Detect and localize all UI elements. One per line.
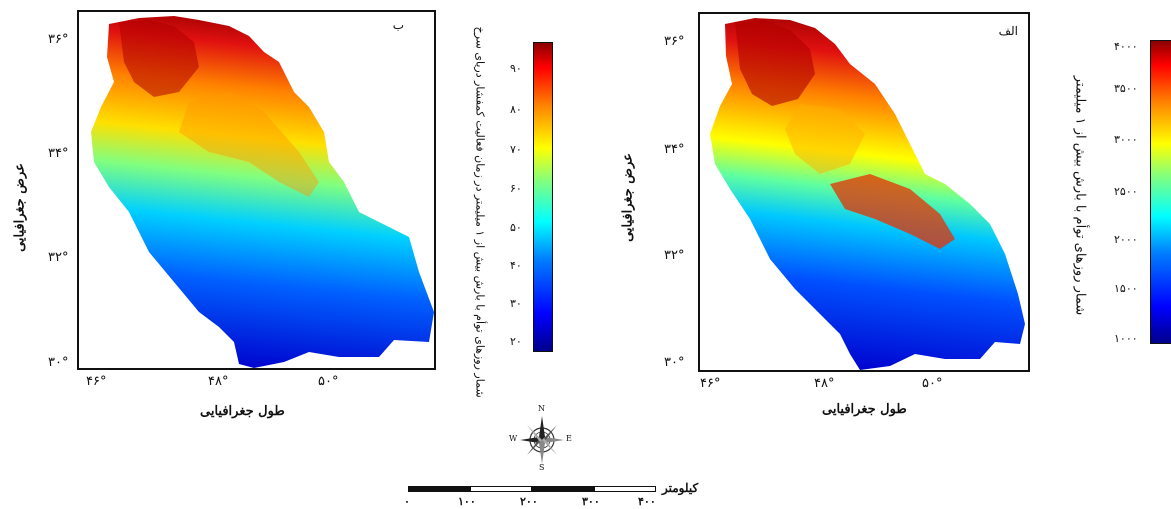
lat-tick-a-34: ۳۴° [664, 142, 685, 157]
scale-tick-100: ۱۰۰ [458, 495, 476, 508]
lat-tick-a-30: ۳۰° [664, 355, 685, 370]
colorbar-title-b: شمار روزهای توأم با بارش بیش از ۱ میلیمت… [473, 26, 487, 398]
cbar-tick-b-40: ۴۰ [510, 259, 522, 272]
compass-s: S [539, 463, 545, 472]
region-mid-a [785, 104, 865, 174]
region-fill-b [91, 16, 434, 368]
lon-tick-a-46: ۴۶° [700, 376, 721, 391]
cbar-tick-a-1500: ۱۵۰۰ [1114, 282, 1138, 295]
scale-tick-300: ۳۰۰ [582, 495, 600, 508]
north-arrow: N S E W [508, 404, 576, 472]
colorbar-b [533, 42, 553, 352]
lat-tick-a-36: ۳۶° [664, 34, 685, 49]
cbar-tick-a-1000: ۱۰۰۰ [1114, 332, 1138, 345]
cbar-tick-b-70: ۷۰ [510, 143, 522, 156]
map-panel-b: ب [77, 10, 436, 370]
scale-seg-4 [594, 486, 656, 492]
lon-tick-a-50: ۵۰° [922, 376, 943, 391]
colorbar-title-a: شمار روزهای توأم با بارش بیش از ۱ میلیمت… [1072, 75, 1088, 316]
cbar-tick-b-80: ۸۰ [510, 103, 522, 116]
scale-unit: کیلومتر [662, 481, 699, 495]
cbar-tick-b-50: ۵۰ [510, 221, 522, 234]
panel-label-a: الف [998, 24, 1018, 38]
scale-seg-2 [470, 486, 532, 492]
scale-tick-400: ۴۰۰ [638, 495, 656, 508]
cbar-tick-a-2000: ۲۰۰۰ [1114, 233, 1138, 246]
compass-n: N [538, 404, 545, 413]
region-warm-a [830, 174, 955, 249]
lon-tick-b-48: ۴۸° [208, 374, 229, 389]
cbar-tick-a-3000: ۳۰۰۰ [1114, 133, 1138, 146]
scale-bar [408, 486, 656, 492]
lat-tick-a-32: ۳۲° [664, 248, 685, 263]
region-warm-b [179, 92, 319, 197]
lat-tick-b-36: ۳۶° [48, 32, 69, 47]
colorbar-a [1150, 40, 1171, 344]
cbar-tick-b-20: ۲۰ [510, 335, 522, 348]
scale-tick-200: ۲۰۰ [520, 495, 538, 508]
cbar-tick-b-60: ۶۰ [510, 182, 522, 195]
region-hotspot-b [119, 20, 199, 97]
scale-seg-1 [408, 486, 470, 492]
cbar-tick-a-4000: ۴۰۰۰ [1114, 40, 1138, 53]
cbar-tick-b-30: ۳۰ [510, 297, 522, 310]
precip-days-map-a [710, 18, 1025, 370]
lat-tick-b-34: ۳۴° [48, 146, 69, 161]
lon-tick-b-50: ۵۰° [318, 374, 339, 389]
x-axis-label-b: طول جغرافیایی [200, 404, 285, 419]
lat-tick-b-32: ۳۲° [48, 250, 69, 265]
lat-tick-b-30: ۳۰° [48, 355, 69, 370]
compass-e: E [566, 434, 572, 443]
scale-seg-3 [532, 486, 594, 492]
region-hotspot-a [735, 20, 815, 106]
compass-rose-icon [520, 416, 564, 464]
cbar-tick-a-2500: ۲۵۰۰ [1114, 185, 1138, 198]
cbar-tick-a-3500: ۳۵۰۰ [1114, 82, 1138, 95]
lon-tick-a-48: ۴۸° [814, 376, 835, 391]
y-axis-label-a: عرض جغرافیایی [620, 153, 636, 242]
y-axis-label-b: عرض جغرافیایی [12, 163, 28, 252]
map-panel-a: الف [698, 12, 1030, 372]
panel-label-b: ب [392, 18, 404, 32]
cbar-tick-b-90: ۹۰ [510, 62, 522, 75]
scale-tick-0: ۰ [404, 495, 410, 508]
precip-days-map-b [91, 16, 434, 368]
lon-tick-b-46: ۴۶° [86, 374, 107, 389]
x-axis-label-a: طول جغرافیایی [822, 402, 907, 417]
compass-w: W [509, 434, 518, 443]
